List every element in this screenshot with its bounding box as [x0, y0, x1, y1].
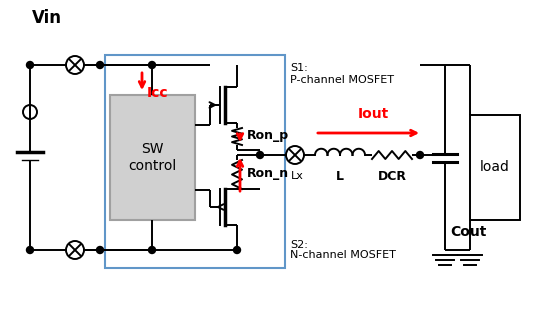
Circle shape [148, 61, 156, 69]
Text: Icc: Icc [147, 86, 169, 100]
Circle shape [26, 246, 34, 254]
Bar [105, 55, 285, 268]
Text: P-channel MOSFET: P-channel MOSFET [290, 75, 394, 85]
Circle shape [256, 152, 264, 158]
Text: N-channel MOSFET: N-channel MOSFET [290, 250, 396, 260]
Text: Lx: Lx [291, 171, 304, 181]
Text: Vin: Vin [32, 9, 62, 27]
Text: load: load [480, 160, 510, 174]
Circle shape [96, 246, 104, 254]
Circle shape [148, 246, 156, 254]
Text: S2:: S2: [290, 240, 308, 250]
Text: Cout: Cout [450, 225, 487, 239]
Text: SW
control: SW control [128, 142, 176, 173]
Circle shape [417, 152, 423, 158]
Text: S1:: S1: [290, 63, 308, 73]
Bar [110, 95, 195, 220]
Text: Ron_n: Ron_n [247, 167, 289, 180]
Text: Ron_p: Ron_p [247, 130, 289, 143]
Text: Iout: Iout [357, 107, 389, 121]
Bar [470, 115, 520, 220]
Circle shape [234, 246, 240, 254]
Circle shape [96, 61, 104, 69]
Circle shape [26, 61, 34, 69]
Text: DCR: DCR [377, 170, 407, 183]
Text: L: L [336, 170, 344, 183]
